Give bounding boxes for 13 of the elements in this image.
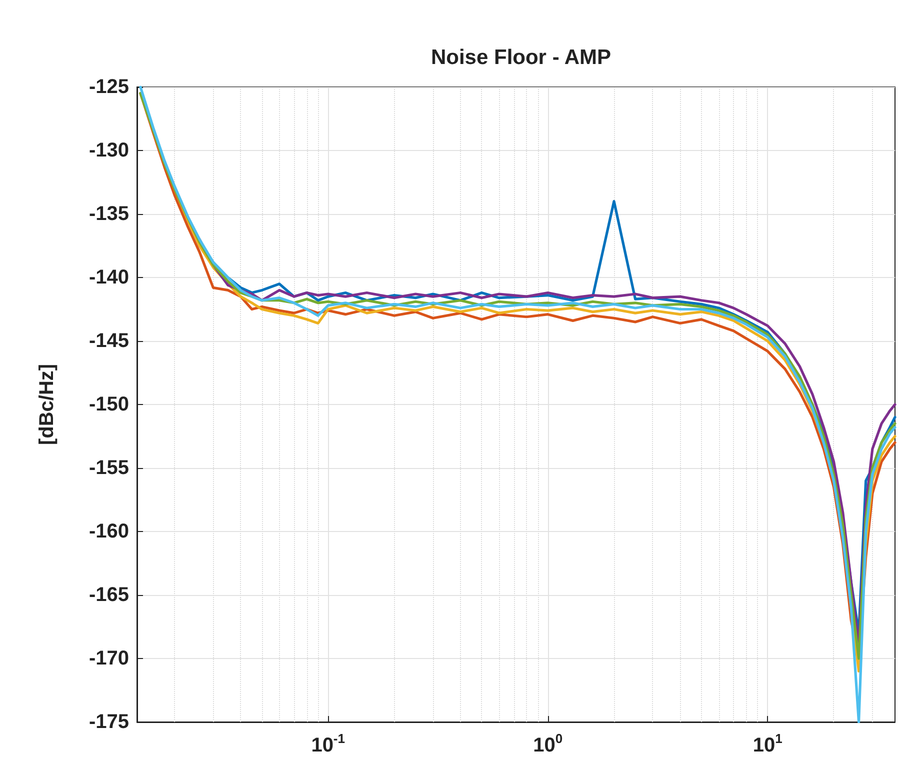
y-tick-label: -175	[88, 711, 129, 733]
chart-title: Noise Floor - AMP	[430, 46, 612, 69]
y-tick-label: -155	[88, 457, 129, 479]
y-tick-label: -150	[88, 394, 129, 416]
y-axis-title: [dBc/Hz]	[36, 364, 58, 446]
y-tick-label: -160	[88, 520, 129, 542]
y-tick-label: -170	[88, 648, 129, 670]
y-tick-label: -165	[88, 584, 129, 606]
y-tick-label: -130	[88, 140, 129, 162]
y-tick-label: -145	[88, 330, 129, 352]
y-tick-label: -125	[88, 76, 129, 98]
y-tick-label: -135	[88, 203, 129, 225]
y-tick-label: -140	[88, 266, 129, 288]
